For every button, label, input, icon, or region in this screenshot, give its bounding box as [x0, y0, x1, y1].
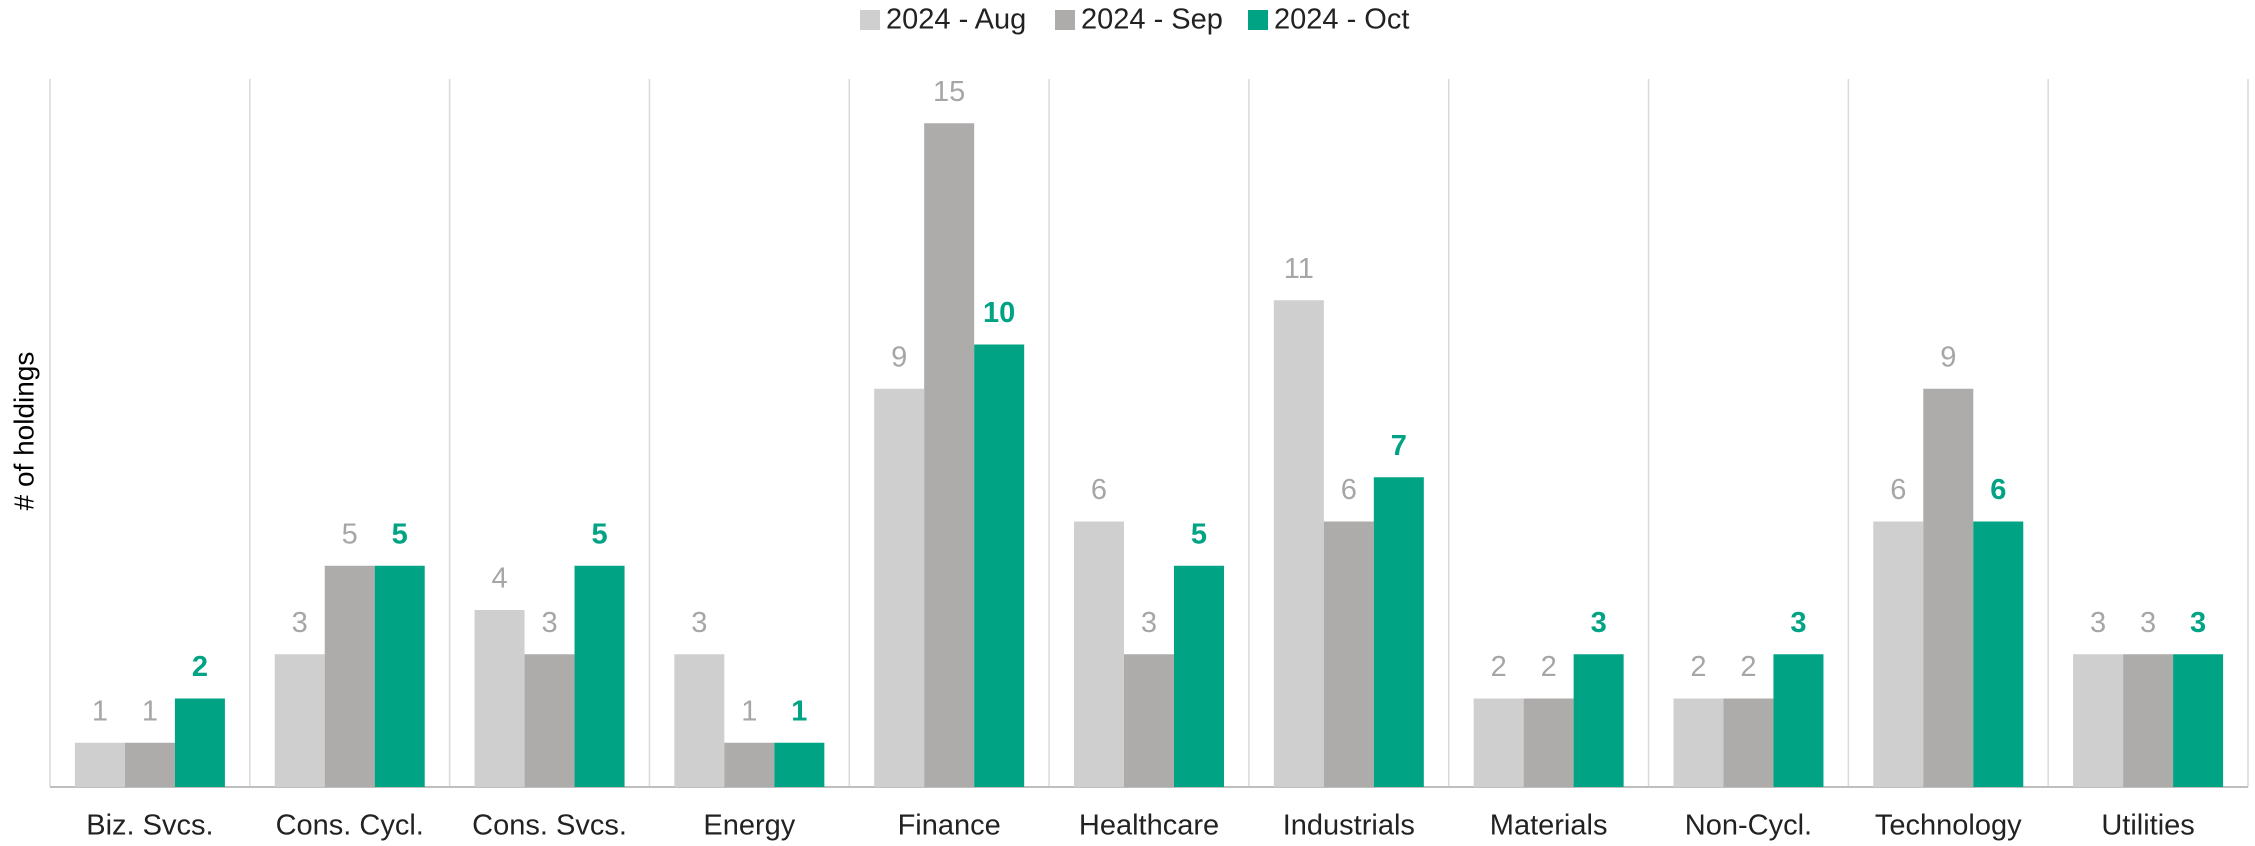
data-label: 3 — [1141, 607, 1157, 639]
data-label: 5 — [591, 518, 607, 550]
data-label: 5 — [342, 518, 358, 550]
x-tick-label: Cons. Cycl. — [276, 810, 424, 842]
legend-swatch — [1248, 10, 1268, 30]
data-label: 2 — [1491, 651, 1507, 683]
x-tick-label: Finance — [898, 810, 1001, 842]
x-tick-label: Energy — [703, 810, 795, 842]
legend-swatch — [1055, 10, 1075, 30]
bar — [124, 742, 175, 787]
bar — [1323, 521, 1374, 787]
bar — [924, 123, 975, 787]
bar — [1124, 654, 1174, 787]
legend-label: 2024 - Oct — [1274, 4, 1409, 36]
bar — [1273, 300, 1324, 787]
bar — [774, 742, 825, 787]
legend-swatch — [860, 10, 880, 30]
bar — [2173, 654, 2224, 787]
data-label: 1 — [791, 695, 807, 727]
bar — [1523, 698, 1574, 787]
bar — [474, 610, 525, 787]
x-tick-label: Healthcare — [1079, 810, 1219, 842]
bar — [1573, 654, 1624, 787]
data-label: 3 — [541, 607, 557, 639]
data-label: 6 — [1091, 474, 1107, 506]
bar — [1174, 565, 1224, 787]
data-label: 5 — [1191, 518, 1207, 550]
bar — [274, 654, 325, 787]
bar — [1973, 521, 2024, 787]
bar — [1773, 654, 1824, 787]
data-label: 3 — [1790, 607, 1806, 639]
bar — [2123, 654, 2174, 787]
data-label: 3 — [292, 607, 308, 639]
bar — [1923, 388, 1974, 787]
data-label: 1 — [92, 695, 108, 727]
data-label: 1 — [741, 695, 757, 727]
bar — [74, 742, 125, 787]
data-label: 15 — [933, 76, 965, 108]
bar — [974, 344, 1025, 787]
data-label: 3 — [691, 607, 707, 639]
bar — [874, 388, 925, 787]
x-tick-label: Materials — [1490, 810, 1608, 842]
data-label: 3 — [1591, 607, 1607, 639]
data-label: 9 — [1940, 341, 1956, 373]
data-label: 9 — [891, 341, 907, 373]
data-label: 4 — [491, 563, 507, 595]
y-axis-label: # of holdings — [8, 352, 39, 511]
bar — [374, 565, 425, 787]
bar — [1873, 521, 1924, 787]
x-tick-label: Cons. Svcs. — [472, 810, 627, 842]
data-label: 6 — [1341, 474, 1357, 506]
data-label: 3 — [2190, 607, 2206, 639]
data-label: 2 — [1541, 651, 1557, 683]
bar — [1074, 521, 1124, 787]
data-label: 11 — [1284, 253, 1314, 285]
bar — [674, 654, 725, 787]
data-label: 10 — [983, 297, 1015, 329]
bar — [1673, 698, 1724, 787]
bar — [1723, 698, 1774, 787]
data-label: 6 — [1990, 474, 2006, 506]
x-tick-label: Biz. Svcs. — [86, 810, 213, 842]
bar — [1373, 477, 1424, 787]
legend-label: 2024 - Sep — [1081, 4, 1223, 36]
data-label: 3 — [2090, 607, 2106, 639]
bar — [524, 654, 575, 787]
data-label: 7 — [1391, 430, 1407, 462]
x-tick-label: Utilities — [2101, 810, 2194, 842]
data-label: 5 — [392, 518, 408, 550]
bar — [174, 698, 225, 787]
data-label: 3 — [2140, 607, 2156, 639]
legend-label: 2024 - Aug — [886, 4, 1026, 36]
data-label: 6 — [1890, 474, 1906, 506]
data-label: 2 — [1690, 651, 1706, 683]
bar — [324, 565, 375, 787]
bar — [724, 742, 775, 787]
data-label: 1 — [142, 695, 158, 727]
bar — [574, 565, 625, 787]
data-label: 2 — [1740, 651, 1756, 683]
x-tick-label: Non-Cycl. — [1685, 810, 1812, 842]
x-tick-label: Industrials — [1283, 810, 1415, 842]
x-tick-label: Technology — [1875, 810, 2022, 842]
data-label: 2 — [192, 651, 208, 683]
bar — [2073, 654, 2124, 787]
bar — [1473, 698, 1524, 787]
